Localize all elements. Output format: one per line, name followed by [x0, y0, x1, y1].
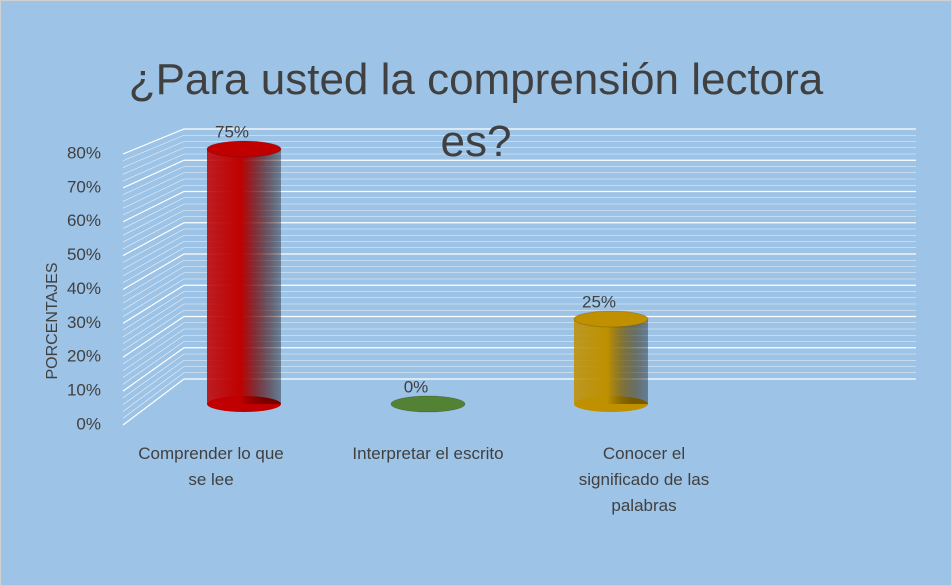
grid-line — [122, 190, 916, 223]
y-tick-label: 30% — [67, 313, 101, 332]
grid-line — [122, 128, 916, 155]
y-tick-label: 50% — [67, 245, 101, 264]
chart-title: ¿Para usted la comprensión lectora es? — [128, 55, 824, 166]
y-tick-label: 20% — [67, 347, 101, 366]
x-tick-label: Conocer el significado de las palabras — [578, 444, 710, 515]
bar-top — [390, 395, 466, 413]
grid-line — [122, 159, 916, 189]
grid-line — [122, 315, 916, 358]
y-tick-label: 70% — [67, 177, 101, 196]
data-label: 0% — [404, 377, 429, 396]
bar-top — [206, 140, 282, 158]
x-tick-label: Comprender lo que se lee — [138, 444, 284, 489]
y-tick-label: 0% — [76, 414, 101, 433]
grid-line — [122, 253, 916, 291]
x-tick-label: Interpretar el escrito — [352, 444, 504, 463]
data-label: 25% — [582, 292, 616, 311]
data-label: 75% — [215, 122, 249, 141]
y-axis-label: PORCENTAJES — [44, 262, 61, 379]
y-tick-label: 60% — [67, 211, 101, 230]
y-tick-label: 10% — [67, 381, 101, 400]
bar-top — [573, 310, 649, 328]
grid-line — [122, 222, 916, 257]
y-tick-label: 80% — [67, 143, 101, 162]
grid-line — [122, 284, 916, 324]
y-tick-label: 40% — [67, 279, 101, 298]
bar — [207, 149, 281, 404]
grid-line — [122, 347, 916, 392]
grid-line — [122, 378, 916, 426]
bar — [574, 319, 648, 404]
